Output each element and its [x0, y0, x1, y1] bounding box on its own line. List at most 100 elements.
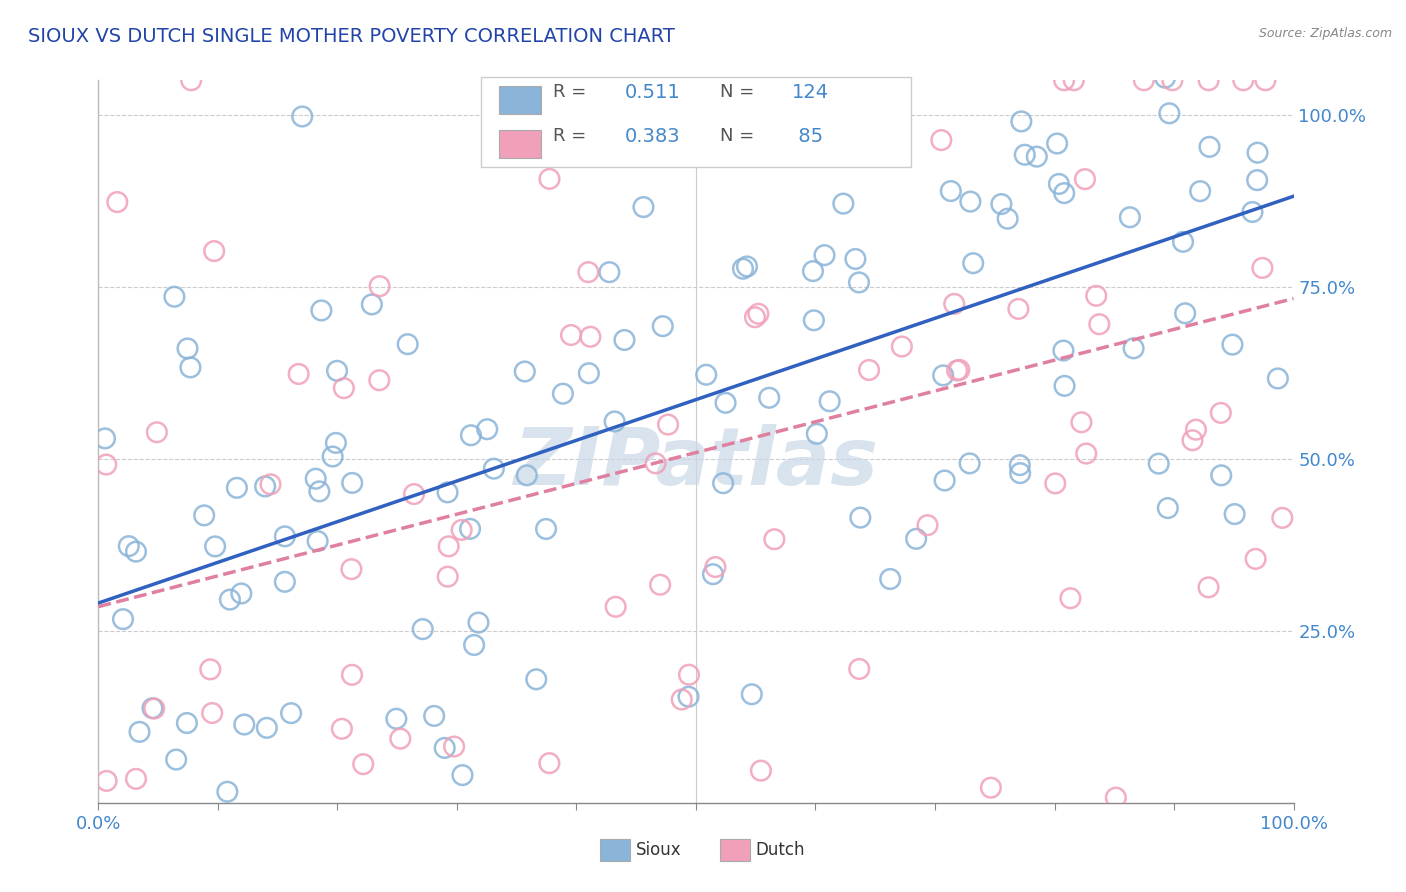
Point	[603, 415, 626, 429]
Point	[1083, 38, 1105, 53]
Point	[605, 599, 627, 614]
Point	[412, 622, 434, 636]
Point	[1129, 38, 1152, 53]
Point	[202, 244, 225, 259]
Point	[423, 709, 446, 723]
Point	[333, 381, 356, 395]
Point	[1063, 73, 1085, 87]
Point	[1271, 511, 1294, 525]
Point	[806, 426, 828, 441]
Point	[939, 184, 962, 198]
Text: N =: N =	[720, 128, 759, 145]
Point	[451, 768, 474, 782]
Point	[458, 522, 481, 536]
Point	[163, 290, 186, 304]
Point	[695, 368, 717, 382]
Point	[763, 533, 786, 547]
Point	[311, 303, 333, 318]
Point	[1077, 38, 1099, 53]
Point	[679, 108, 702, 122]
Point	[179, 360, 201, 375]
Point	[946, 363, 969, 377]
Point	[1157, 501, 1180, 516]
Point	[352, 757, 374, 772]
Point	[735, 73, 758, 87]
Point	[1246, 173, 1268, 187]
Point	[325, 436, 347, 450]
Point	[326, 364, 349, 378]
Point	[1062, 38, 1084, 53]
Point	[1008, 458, 1031, 472]
Point	[1251, 260, 1274, 275]
Point	[340, 668, 363, 682]
Point	[818, 394, 841, 409]
Point	[1185, 423, 1208, 437]
Point	[200, 662, 222, 676]
Point	[128, 724, 150, 739]
Point	[711, 476, 734, 491]
Point	[747, 307, 769, 321]
Point	[475, 38, 498, 53]
Point	[1047, 177, 1070, 191]
Point	[368, 279, 391, 293]
Point	[1070, 415, 1092, 429]
Text: 85: 85	[792, 127, 823, 146]
Point	[803, 313, 825, 327]
Point	[513, 364, 536, 378]
Point	[516, 468, 538, 483]
Point	[858, 363, 880, 377]
Point	[1074, 172, 1097, 186]
Point	[451, 830, 474, 845]
Point	[1010, 114, 1032, 128]
Point	[402, 487, 425, 501]
Point	[538, 756, 561, 771]
Point	[801, 264, 824, 278]
Point	[225, 481, 247, 495]
Point	[280, 706, 302, 721]
Point	[340, 475, 363, 490]
Point	[322, 450, 344, 464]
Point	[94, 431, 117, 445]
Point	[307, 534, 329, 549]
Point	[1181, 434, 1204, 448]
FancyBboxPatch shape	[499, 87, 541, 114]
Text: R =: R =	[553, 84, 592, 102]
Point	[477, 422, 499, 436]
Point	[758, 391, 780, 405]
Point	[125, 772, 148, 786]
Point	[1246, 145, 1268, 160]
Point	[1085, 289, 1108, 303]
Point	[1119, 211, 1142, 225]
Point	[360, 297, 382, 311]
Point	[1076, 446, 1098, 460]
Point	[396, 337, 419, 351]
Point	[959, 194, 981, 209]
Point	[201, 706, 224, 720]
Point	[118, 539, 141, 553]
Point	[291, 110, 314, 124]
Point	[813, 248, 835, 262]
Point	[848, 276, 870, 290]
Text: 0.383: 0.383	[624, 127, 681, 146]
Point	[436, 485, 458, 500]
FancyBboxPatch shape	[600, 838, 630, 861]
Point	[1267, 371, 1289, 385]
Point	[287, 367, 309, 381]
Point	[204, 540, 226, 554]
Point	[948, 363, 970, 377]
Point	[1077, 830, 1099, 845]
Point	[731, 261, 754, 276]
Point	[962, 256, 984, 270]
Point	[217, 785, 239, 799]
Point	[308, 484, 330, 499]
Text: R =: R =	[553, 128, 592, 145]
Point	[156, 830, 179, 845]
Point	[849, 510, 872, 524]
Point	[1010, 466, 1032, 480]
Point	[259, 477, 281, 491]
Point	[678, 690, 700, 704]
Point	[274, 574, 297, 589]
Point	[450, 523, 472, 537]
Point	[613, 333, 636, 347]
Point	[1232, 73, 1254, 87]
